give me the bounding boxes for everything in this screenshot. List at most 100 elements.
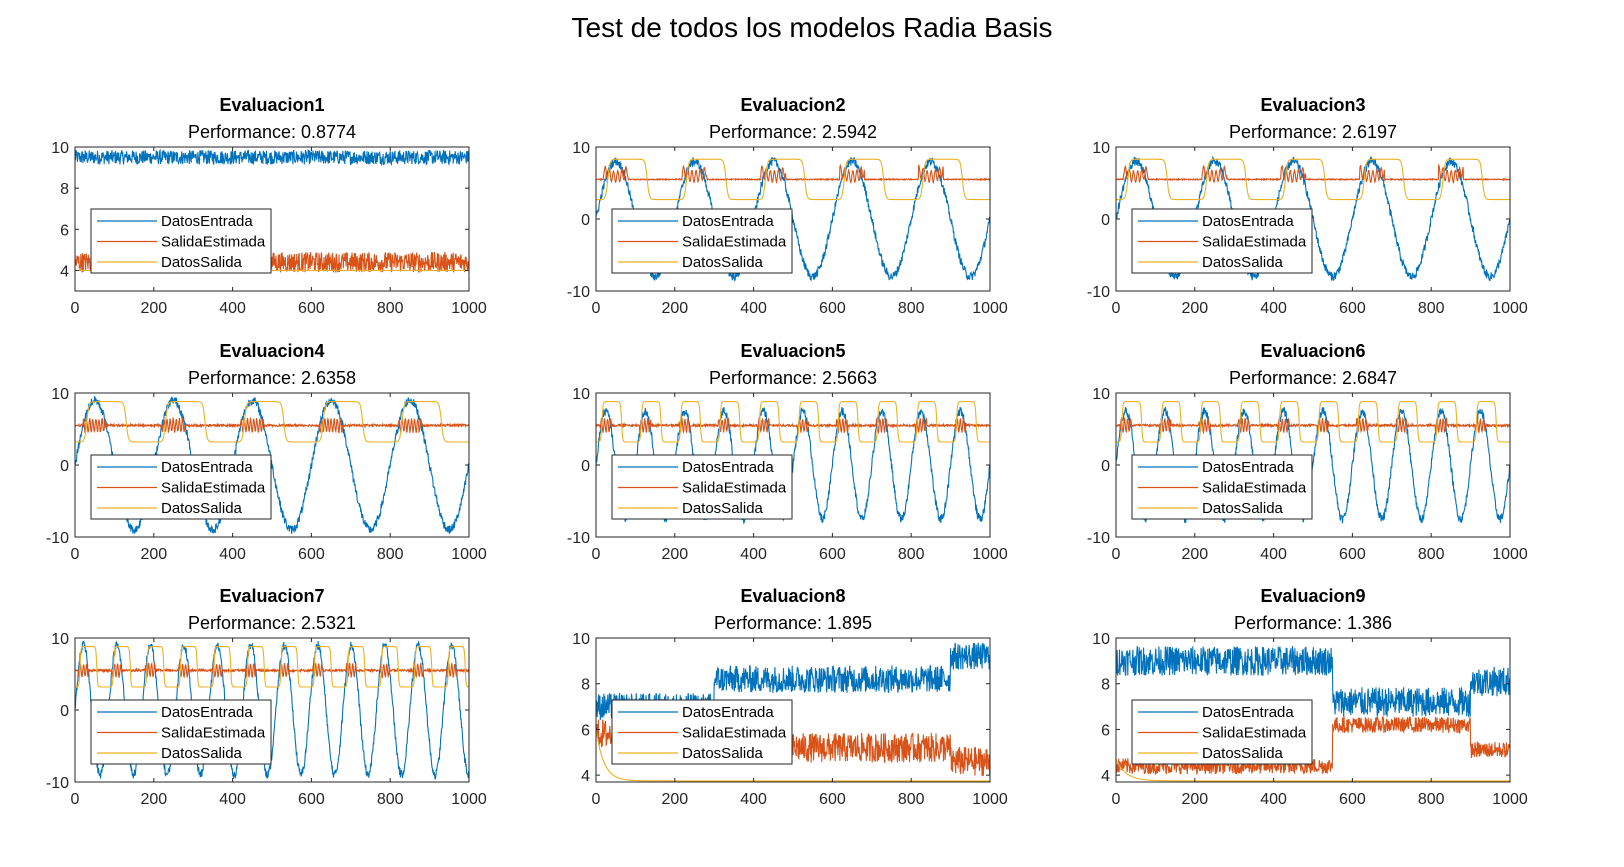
subplot-4: 0 200 400 600 800 1000-10010Evaluacion4Perfor… [46, 341, 487, 563]
series-line-salidaestimada [1116, 163, 1510, 185]
x-tick-label: 200 [661, 300, 688, 317]
legend: DatosEntrada SalidaEstimada DatosSalida [611, 454, 793, 520]
legend-label: DatosSalida [161, 254, 243, 271]
y-tick-label: 10 [572, 631, 590, 648]
subplot-title: Evaluacion7 [219, 586, 324, 606]
y-tick-label: 8 [581, 677, 590, 694]
x-tick-label: 200 [140, 546, 167, 563]
legend-label: DatosSalida [161, 500, 243, 517]
subplot-subtitle: Performance: 2.5321 [188, 613, 356, 633]
y-tick-label: -10 [46, 530, 69, 547]
axes-box [1115, 637, 1511, 783]
y-tick-label: 10 [51, 386, 69, 403]
x-tick-label: 0 [592, 300, 601, 317]
subplot-7: 0 200 400 600 800 1000-10010Evaluacion7Perfor… [46, 586, 487, 808]
x-tick-label: 800 [1418, 300, 1445, 317]
x-tick-label: 200 [661, 546, 688, 563]
x-tick-label: 0 [1112, 546, 1121, 563]
legend: DatosEntrada SalidaEstimada DatosSalida [1131, 454, 1313, 520]
subplot-title: Evaluacion8 [740, 586, 845, 606]
subplot-subtitle: Performance: 1.895 [714, 613, 872, 633]
legend-label: SalidaEstimada [1202, 234, 1307, 251]
y-tick-label: 0 [581, 212, 590, 229]
subplot-subtitle: Performance: 2.6197 [1229, 122, 1397, 142]
x-tick-label: 1000 [1492, 546, 1528, 563]
series-line-datossalida [75, 646, 469, 688]
x-tick-label: 600 [819, 546, 846, 563]
x-tick-label: 1000 [451, 546, 487, 563]
x-tick-label: 0 [592, 791, 601, 808]
subplot-subtitle: Performance: 1.386 [1234, 613, 1392, 633]
legend: DatosEntrada SalidaEstimada DatosSalida [1131, 699, 1313, 765]
y-tick-label: 8 [1101, 677, 1110, 694]
subplot-title: Evaluacion1 [219, 95, 324, 115]
legend: DatosEntrada SalidaEstimada DatosSalida [90, 454, 272, 520]
subplot-title: Evaluacion4 [219, 341, 324, 361]
series-line-datossalida [1116, 401, 1510, 443]
x-tick-label: 600 [298, 791, 325, 808]
x-tick-label: 800 [377, 546, 404, 563]
y-tick-label: 10 [51, 140, 69, 157]
subplot-5: 0 200 400 600 800 1000-10010Evaluacion5Perfor… [567, 341, 1008, 563]
x-tick-label: 800 [898, 300, 925, 317]
x-tick-label: 400 [740, 300, 767, 317]
x-tick-label: 1000 [1492, 791, 1528, 808]
x-tick-label: 200 [1181, 546, 1208, 563]
legend-label: DatosEntrada [161, 213, 253, 230]
y-tick-label: 8 [60, 181, 69, 198]
y-tick-label: 10 [51, 631, 69, 648]
legend-label: DatosSalida [682, 745, 764, 762]
legend-label: DatosEntrada [1202, 704, 1294, 721]
series-line-salidaestimada [596, 163, 990, 185]
legend-label: DatosEntrada [682, 459, 774, 476]
legend: DatosEntrada SalidaEstimada DatosSalida [1131, 208, 1313, 274]
subplot-title: Evaluacion3 [1260, 95, 1365, 115]
legend-label: SalidaEstimada [682, 480, 787, 497]
legend-label: DatosSalida [1202, 500, 1284, 517]
y-tick-label: 0 [60, 703, 69, 720]
y-tick-label: 0 [1101, 212, 1110, 229]
x-tick-label: 400 [219, 300, 246, 317]
legend-label: DatosEntrada [1202, 459, 1294, 476]
series-line-salidaestimada [75, 416, 469, 434]
y-tick-label: 0 [1101, 458, 1110, 475]
x-tick-label: 600 [298, 546, 325, 563]
legend-label: SalidaEstimada [1202, 480, 1307, 497]
subplot-subtitle: Performance: 2.6358 [188, 368, 356, 388]
legend-label: DatosEntrada [161, 459, 253, 476]
x-tick-label: 0 [1112, 791, 1121, 808]
legend-label: DatosSalida [682, 500, 764, 517]
x-tick-label: 200 [661, 791, 688, 808]
x-tick-label: 1000 [972, 546, 1008, 563]
legend-label: DatosSalida [161, 745, 243, 762]
legend-label: SalidaEstimada [161, 234, 266, 251]
x-tick-label: 0 [71, 546, 80, 563]
y-tick-label: -10 [567, 284, 590, 301]
subplot-subtitle: Performance: 0.8774 [188, 122, 356, 142]
x-tick-label: 800 [1418, 546, 1445, 563]
series-line-datossalida [596, 401, 990, 443]
axes-box [595, 637, 991, 783]
x-tick-label: 600 [1339, 546, 1366, 563]
x-tick-label: 800 [377, 791, 404, 808]
y-tick-label: 4 [60, 263, 69, 280]
series-line-datosentrada [75, 148, 469, 167]
legend-label: DatosEntrada [682, 704, 774, 721]
x-tick-label: 0 [71, 791, 80, 808]
x-tick-label: 0 [1112, 300, 1121, 317]
x-tick-label: 800 [898, 546, 925, 563]
legend: DatosEntrada SalidaEstimada DatosSalida [90, 208, 272, 274]
legend-label: SalidaEstimada [1202, 725, 1307, 742]
series-line-salidaestimada [1116, 416, 1510, 435]
series-line-salidaestimada [596, 416, 990, 435]
y-tick-label: -10 [1087, 530, 1110, 547]
x-tick-label: 1000 [1492, 300, 1528, 317]
x-tick-label: 800 [1418, 791, 1445, 808]
subplot-title: Evaluacion2 [740, 95, 845, 115]
x-tick-label: 1000 [972, 791, 1008, 808]
legend: DatosEntrada SalidaEstimada DatosSalida [611, 208, 793, 274]
subplot-2: 0 200 400 600 800 1000-10010Evaluacion2Perfor… [567, 95, 1008, 317]
x-tick-label: 600 [819, 791, 846, 808]
x-tick-label: 400 [1260, 300, 1287, 317]
